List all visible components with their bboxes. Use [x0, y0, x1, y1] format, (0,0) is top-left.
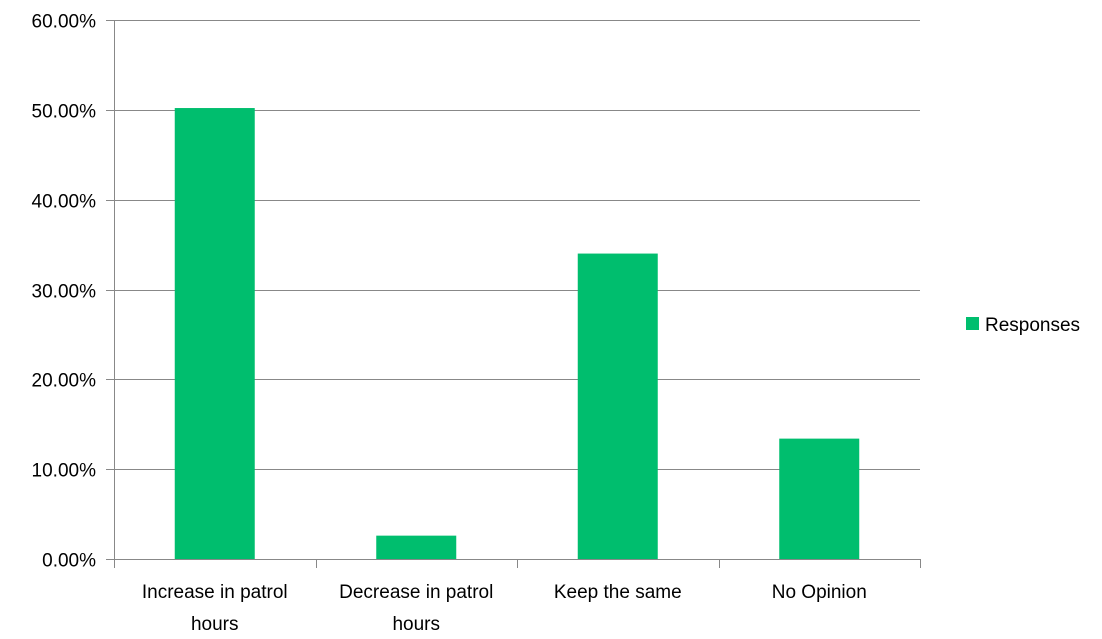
bar-4: [779, 438, 860, 559]
y-tick-label: 40.00%: [32, 192, 97, 213]
x-tick-label: hours: [392, 614, 440, 635]
bar-3: [577, 253, 658, 560]
y-tick-label: 10.00%: [32, 461, 97, 482]
x-axis: Increase in patrol hours Decrease in patro…: [114, 559, 921, 635]
y-tick-label: 0.00%: [42, 551, 96, 572]
legend-swatch: [966, 317, 979, 330]
legend-label: Responses: [985, 315, 1080, 336]
y-tick-label: 30.00%: [32, 282, 97, 303]
y-tick-label: 60.00%: [32, 12, 97, 33]
bars: [174, 108, 860, 560]
legend: Responses: [966, 315, 1080, 336]
x-tick-label: Increase in patrol: [142, 582, 288, 603]
bar-2: [376, 535, 457, 559]
x-tick-label: Keep the same: [554, 582, 682, 603]
y-tick-label: 20.00%: [32, 371, 97, 392]
y-axis: 0.00% 10.00% 20.00% 30.00% 40.00% 50.00% 60.00…: [32, 12, 115, 572]
y-tick-label: 50.00%: [32, 102, 97, 123]
x-tick-label: No Opinion: [772, 582, 867, 603]
x-tick-label: Decrease in patrol: [339, 582, 493, 603]
bar-1: [174, 108, 255, 559]
x-tick-label: hours: [191, 614, 239, 635]
